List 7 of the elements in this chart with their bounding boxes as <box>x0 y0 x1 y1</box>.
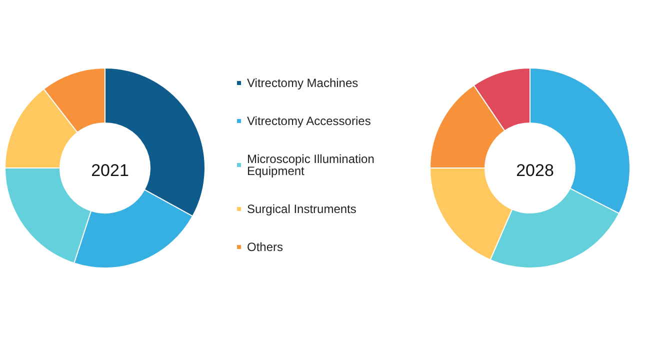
legend-label: Vitrectomy Accessories <box>247 114 371 128</box>
legend-label: Surgical Instruments <box>247 202 356 216</box>
text: 2028 <box>516 161 554 180</box>
legend-label: Others <box>247 240 284 254</box>
legend-label: Vitrectomy Machines <box>247 76 358 90</box>
text: 2021 <box>91 161 129 180</box>
legend-label: Microscopic Illumination Equipment <box>247 152 378 178</box>
